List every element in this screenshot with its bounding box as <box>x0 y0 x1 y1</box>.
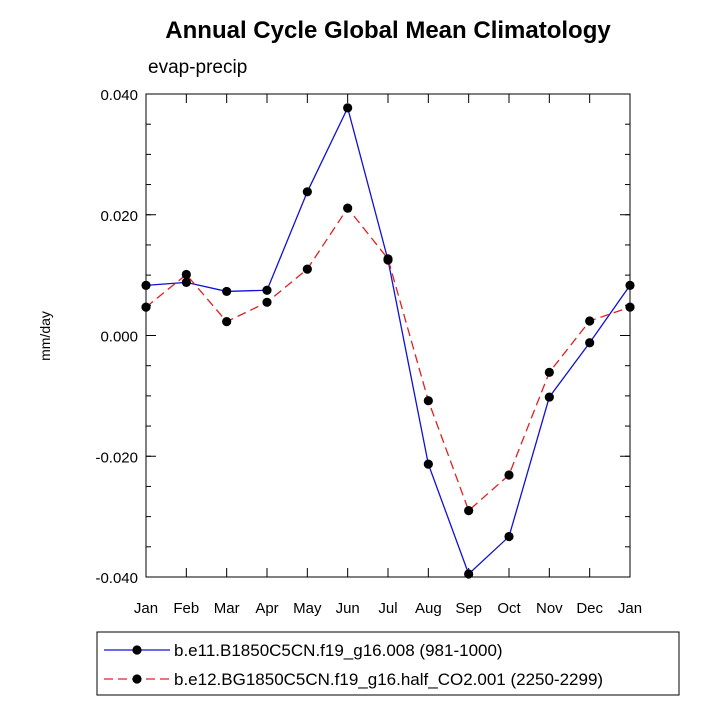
x-tick-label: Jan <box>618 600 642 617</box>
series-1-point <box>544 392 554 402</box>
series-2-point <box>343 203 353 213</box>
series-2-point <box>181 269 191 280</box>
legend-box <box>96 631 680 696</box>
series-2-point <box>423 396 433 406</box>
x-tick-label: Sep <box>455 600 482 617</box>
x-tick-label: May <box>293 600 322 617</box>
series-2-point <box>464 505 474 516</box>
x-tick-label: Jun <box>336 600 360 617</box>
legend-label-1: b.e11.B1850C5CN.f19_g16.008 (981-1000) <box>174 641 503 660</box>
axis-ticks <box>145 93 631 578</box>
y-tick-label: -0.040 <box>95 570 138 587</box>
legend-label-2: b.e12.BG1850C5CN.f19_g16.half_CO2.001 (2… <box>174 670 603 689</box>
tick-labels: Jan Feb Mar Apr May Jun Jul Aug Sep Oct Nov Dec Jan -… <box>95 87 642 617</box>
series-1-point <box>302 187 312 197</box>
series-1-point <box>262 285 272 295</box>
series-1-point <box>504 531 514 542</box>
series-1-point <box>222 286 232 297</box>
x-tick-label: Oct <box>497 600 521 617</box>
x-tick-label: Feb <box>173 600 199 617</box>
series-line-1 <box>145 106 631 576</box>
y-tick-label: 0.020 <box>100 208 138 225</box>
chart-subtitle: evap-precip <box>148 57 247 78</box>
legend: b.e11.B1850C5CN.f19_g16.008 (981-1000) b.… <box>96 631 680 696</box>
legend-marker-2 <box>132 674 142 684</box>
x-tick-label: Nov <box>536 600 563 617</box>
x-tick-label: Jan <box>134 600 158 617</box>
x-tick-label: Aug <box>415 600 442 617</box>
x-tick-label: Jul <box>378 600 397 617</box>
chart-title: Annual Cycle Global Mean Climatology <box>165 17 611 44</box>
x-tick-label: Mar <box>214 600 240 617</box>
series-2-point <box>585 316 595 326</box>
series-1-point <box>423 459 433 469</box>
y-tick-label: -0.020 <box>95 449 138 466</box>
series-line-2 <box>145 207 631 512</box>
y-tick-label: 0.040 <box>100 87 138 104</box>
series-2-point <box>544 367 554 377</box>
series-2-point <box>222 317 232 327</box>
series-2-point <box>504 470 514 480</box>
series-group <box>141 103 635 579</box>
series-2-point <box>262 297 272 307</box>
series-1-point <box>464 569 474 579</box>
series-1-point <box>585 338 595 348</box>
x-tick-label: Dec <box>576 600 603 617</box>
series-2-point <box>383 254 393 264</box>
legend-marker-1 <box>132 645 142 655</box>
series-2-point <box>302 264 312 274</box>
y-tick-label: 0.000 <box>100 329 138 346</box>
series-1-point <box>181 277 191 287</box>
y-axis-label: mm/day <box>37 311 53 361</box>
series-1-point <box>343 103 353 113</box>
plot-frame <box>145 93 631 578</box>
x-tick-label: Apr <box>255 600 278 617</box>
